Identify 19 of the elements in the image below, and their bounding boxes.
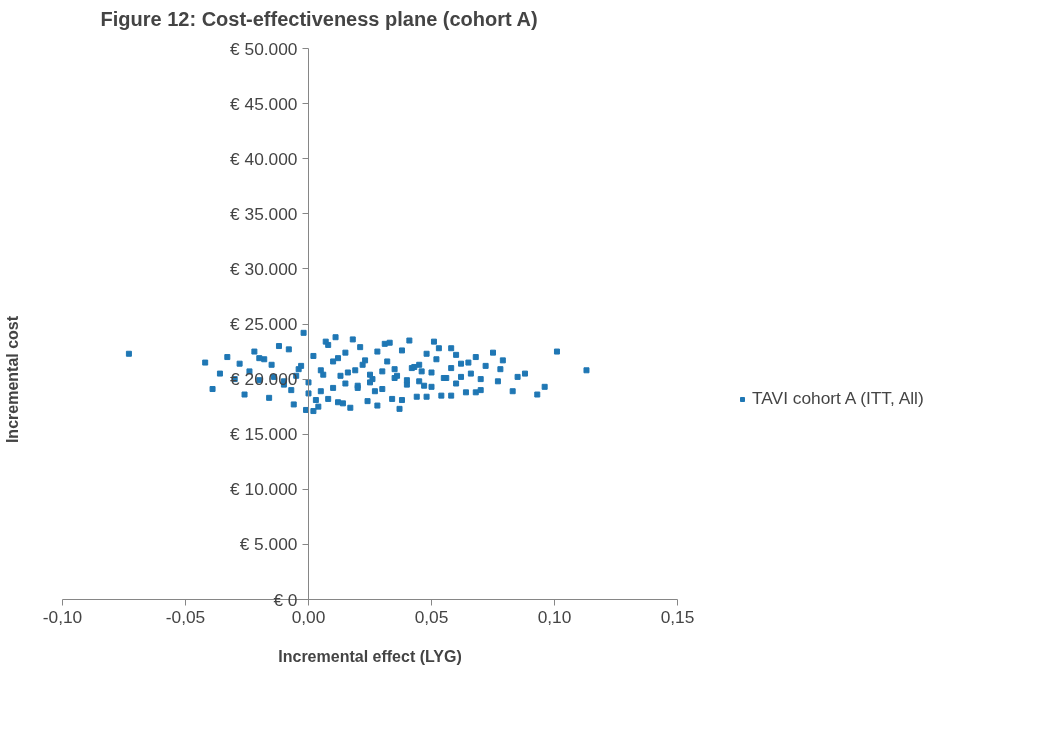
y-tick-label: € 40.000 [230, 148, 298, 169]
y-tick-label: € 45.000 [230, 93, 298, 114]
x-tick-label: -0,05 [165, 606, 206, 627]
x-tick-label: 0,05 [414, 606, 449, 627]
y-tick-label: € 10.000 [230, 479, 298, 500]
chart-title: Figure 12: Cost-effectiveness plane (cohort A) [100, 7, 538, 30]
x-axis-title: Incremental effect (LYG) [278, 647, 462, 665]
y-tick-label: € 25.000 [230, 314, 298, 334]
y-tick-label: € 15.000 [230, 424, 298, 445]
y-axis-title: Incremental cost [3, 315, 21, 444]
y-tick-label: € 35.000 [230, 203, 298, 224]
x-tick-label: 0,15 [660, 606, 695, 627]
x-tick-label: -0,10 [42, 606, 83, 627]
y-tick-label: € 30.000 [230, 258, 298, 279]
x-tick-label: 0,10 [537, 606, 572, 627]
x-tick-label: 0,00 [291, 606, 326, 627]
legend-label: TAVI cohort A (ITT, All) [752, 388, 924, 409]
y-tick-label: € 50.000 [230, 38, 298, 59]
y-tick-label: € 5.000 [239, 534, 298, 555]
